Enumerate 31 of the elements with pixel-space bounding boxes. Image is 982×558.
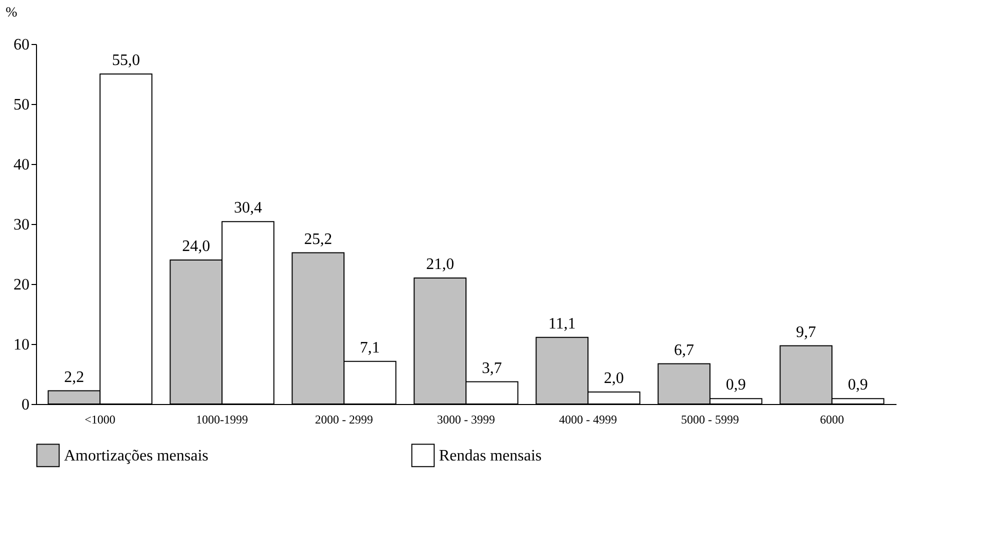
- data-label: 0,9: [848, 376, 868, 394]
- y-axis-title: %: [6, 6, 18, 20]
- data-label: 25,2: [304, 230, 332, 248]
- data-label: 0,9: [726, 376, 746, 394]
- x-tick-label: 2000 - 2999: [315, 412, 374, 426]
- data-label: 55,0: [112, 52, 140, 69]
- y-tick-label: 40: [14, 156, 30, 174]
- x-tick-label: 6000: [820, 412, 844, 426]
- y-tick-label: 10: [14, 336, 30, 354]
- y-tick-label: 30: [14, 216, 30, 234]
- y-tick-label: 50: [14, 96, 30, 114]
- x-tick-label: 5000 - 5999: [680, 412, 739, 426]
- x-tick-label: 1000-1999: [196, 412, 248, 426]
- data-label: 2,0: [604, 370, 624, 387]
- data-label: 21,0: [426, 256, 454, 273]
- data-label: 2,2: [64, 368, 84, 386]
- y-tick-label: 0: [22, 396, 30, 414]
- data-label: 3,7: [482, 360, 502, 377]
- y-tick-label: 20: [14, 276, 30, 294]
- legend-label: Rendas mensais: [439, 447, 542, 464]
- data-label: 7,1: [360, 339, 380, 356]
- legend-label: Amortizações mensais: [64, 447, 208, 464]
- x-tick-label: <1000: [84, 412, 116, 426]
- data-label: 24,0: [182, 238, 210, 255]
- x-tick-label: 4000 - 4999: [558, 412, 617, 426]
- data-label: 6,7: [674, 342, 694, 359]
- data-label: 11,1: [548, 315, 576, 332]
- data-label: 9,7: [796, 324, 816, 341]
- y-tick-label: 60: [14, 36, 30, 54]
- data-label: 30,4: [234, 200, 262, 217]
- x-tick-label: 3000 - 3999: [437, 412, 495, 426]
